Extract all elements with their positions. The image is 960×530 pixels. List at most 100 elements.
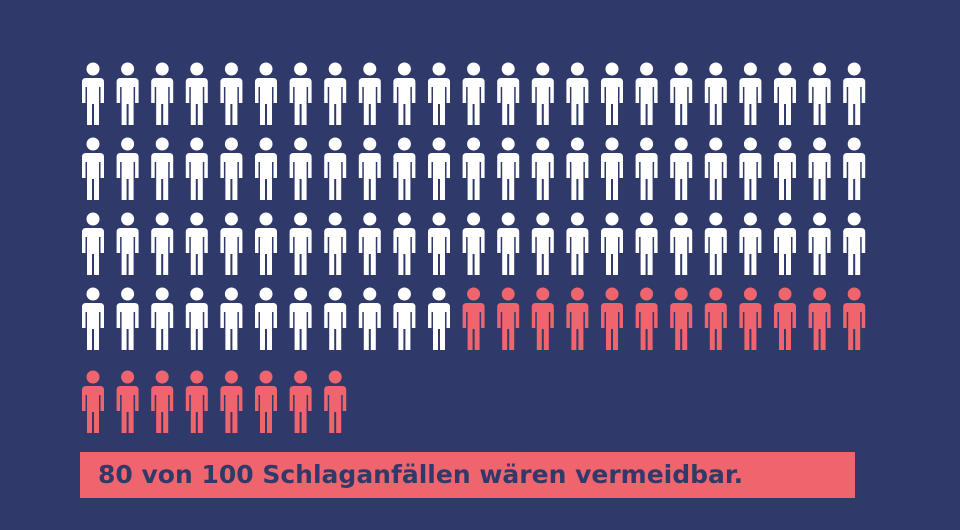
person-icon xyxy=(739,62,762,125)
person-icon xyxy=(358,137,381,200)
person-icon xyxy=(358,62,381,125)
person-icon xyxy=(255,287,277,350)
person-icon xyxy=(393,62,416,125)
person-icon xyxy=(428,212,450,275)
person-icon xyxy=(531,287,554,350)
person-icon xyxy=(808,137,831,200)
person-icon xyxy=(116,62,139,125)
person-icon xyxy=(566,212,589,275)
person-icon xyxy=(324,370,347,433)
person-icon xyxy=(670,212,693,275)
person-icon xyxy=(704,212,727,275)
person-icon xyxy=(185,137,208,200)
person-icon xyxy=(843,212,866,275)
person-icon xyxy=(774,212,796,275)
person-icon xyxy=(289,370,312,433)
person-icon xyxy=(462,287,485,350)
person-icon xyxy=(116,212,139,275)
person-icon xyxy=(220,287,243,350)
person-icon xyxy=(601,62,623,125)
person-icon xyxy=(185,62,208,125)
person-icon xyxy=(116,137,139,200)
person-icon xyxy=(82,212,104,275)
person-icon xyxy=(185,212,208,275)
person-icon xyxy=(393,137,416,200)
caption: 80 von 100 Schlaganfällen wären vermeidb… xyxy=(98,460,743,489)
person-icon xyxy=(531,62,554,125)
person-icon xyxy=(324,212,347,275)
person-icon xyxy=(82,370,104,433)
person-icon xyxy=(358,212,381,275)
person-icon xyxy=(843,287,866,350)
person-icon xyxy=(289,212,312,275)
person-icon xyxy=(670,287,693,350)
person-icon xyxy=(185,287,208,350)
person-icon xyxy=(497,287,520,350)
person-icon xyxy=(324,287,347,350)
person-icon xyxy=(428,137,450,200)
person-icon xyxy=(635,137,658,200)
person-icon xyxy=(601,212,623,275)
person-icon xyxy=(220,370,243,433)
person-icon xyxy=(497,137,520,200)
person-icon xyxy=(358,287,381,350)
person-icon xyxy=(220,137,243,200)
person-icon xyxy=(704,137,727,200)
person-icon xyxy=(428,62,450,125)
person-icon xyxy=(289,137,312,200)
person-icon xyxy=(635,62,658,125)
person-icon xyxy=(393,212,416,275)
person-icon xyxy=(462,137,485,200)
person-icon xyxy=(531,137,554,200)
person-icon xyxy=(670,62,693,125)
person-icon xyxy=(82,287,104,350)
person-icon xyxy=(774,137,796,200)
person-icon xyxy=(462,212,485,275)
person-icon xyxy=(151,370,174,433)
person-icon xyxy=(255,137,277,200)
person-icon xyxy=(808,212,831,275)
person-icon xyxy=(497,212,520,275)
person-icon xyxy=(531,212,554,275)
caption-box xyxy=(80,452,855,498)
person-icon xyxy=(82,137,104,200)
person-icon xyxy=(497,62,520,125)
person-icon xyxy=(255,212,277,275)
person-icon xyxy=(220,212,243,275)
person-icon xyxy=(151,287,174,350)
person-icon xyxy=(116,287,139,350)
person-icon xyxy=(808,62,831,125)
person-icon xyxy=(635,212,658,275)
person-icon xyxy=(843,62,866,125)
person-icon xyxy=(774,62,796,125)
person-icon xyxy=(220,62,243,125)
person-icon xyxy=(185,370,208,433)
person-icon xyxy=(739,212,762,275)
person-icon xyxy=(774,287,796,350)
person-icon xyxy=(151,137,174,200)
person-icon xyxy=(82,62,104,125)
person-icon xyxy=(151,212,174,275)
person-icon xyxy=(704,287,727,350)
person-icon xyxy=(428,287,450,350)
person-icon xyxy=(566,62,589,125)
person-icon xyxy=(255,370,277,433)
person-icon xyxy=(324,62,347,125)
person-icon xyxy=(255,62,277,125)
person-icon xyxy=(324,137,347,200)
person-icon xyxy=(462,62,485,125)
person-icon xyxy=(704,62,727,125)
person-icon xyxy=(739,287,762,350)
person-icon xyxy=(393,287,416,350)
person-icon xyxy=(601,287,623,350)
person-icon xyxy=(151,62,174,125)
person-icon xyxy=(670,137,693,200)
person-icon xyxy=(635,287,658,350)
person-icon xyxy=(566,287,589,350)
person-icon xyxy=(601,137,623,200)
person-icon xyxy=(289,62,312,125)
person-icon xyxy=(808,287,831,350)
person-icon xyxy=(843,137,866,200)
person-icon xyxy=(739,137,762,200)
